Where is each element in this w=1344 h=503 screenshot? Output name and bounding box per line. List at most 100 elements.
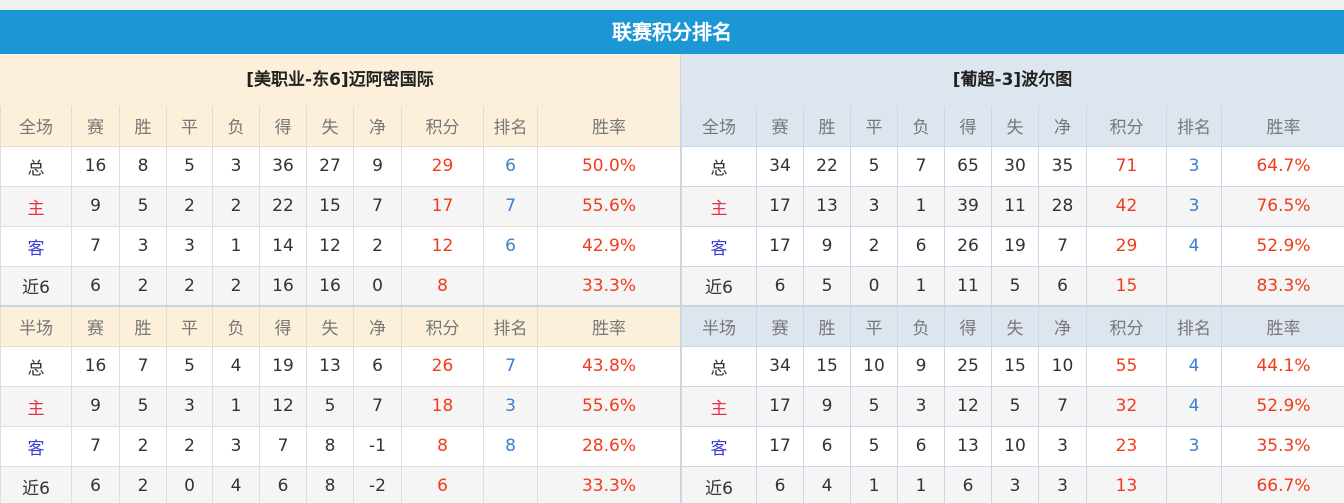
gf-cell: 65 [944,146,992,187]
table-row: 近6 6 2 2 2 16 16 0 8 33.3% [0,266,680,307]
draw-cell: 0 [166,466,213,503]
column-header: 胜 [119,305,167,347]
column-header: 积分 [401,305,484,347]
column-header: 得 [944,106,992,147]
column-header: 平 [166,106,213,147]
gd-cell: 7 [353,386,402,427]
pts-cell: 8 [401,266,484,307]
gf-cell: 19 [259,346,307,387]
loss-cell: 9 [897,346,945,387]
ga-cell: 5 [306,386,354,427]
gd-cell: 7 [1038,386,1087,427]
rk-cell: 4 [1166,346,1222,387]
column-header: 得 [259,305,307,347]
ga-cell: 5 [991,266,1039,307]
win-cell: 15 [803,346,851,387]
pts-cell: 29 [401,146,484,187]
gf-cell: 13 [944,426,992,467]
pts-cell: 32 [1086,386,1167,427]
pts-cell: 23 [1086,426,1167,467]
rk-cell: 7 [483,186,538,227]
gf-cell: 12 [944,386,992,427]
win-cell: 9 [803,226,851,267]
column-header: 失 [991,106,1039,147]
rate-cell: 66.7% [1221,466,1344,503]
rk-cell: 8 [483,426,538,467]
column-header: 净 [1038,106,1087,147]
gd-cell: 7 [1038,226,1087,267]
win-cell: 5 [119,186,167,227]
home-team-panel: [美职业-东6]迈阿密国际 全场赛胜平负得失净积分 排名 胜率总 16 8 5 3 36 27 9… [0,54,680,503]
games-cell: 6 [71,466,120,503]
column-header: 胜 [803,305,851,347]
column-header: 半场 [0,305,72,347]
draw-cell: 2 [166,186,213,227]
pts-cell: 42 [1086,186,1167,227]
gd-cell: -2 [353,466,402,503]
column-header: 积分 [1086,106,1167,147]
rk-cell: 6 [483,226,538,267]
column-header: 胜率 [1221,106,1344,147]
ga-cell: 30 [991,146,1039,187]
column-header: 平 [850,106,898,147]
gf-cell: 36 [259,146,307,187]
games-cell: 17 [756,186,804,227]
loss-cell: 7 [897,146,945,187]
games-cell: 7 [71,426,120,467]
rate-cell: 50.0% [537,146,680,187]
rate-cell: 43.8% [537,346,680,387]
games-cell: 16 [71,146,120,187]
label-cell: 总 [681,346,757,387]
gf-cell: 11 [944,266,992,307]
draw-cell: 3 [850,186,898,227]
loss-cell: 2 [212,266,260,307]
label-cell: 总 [0,146,72,187]
team-name: [美职业-东6]迈阿密国际 [0,54,680,106]
gf-cell: 25 [944,346,992,387]
label-cell: 总 [681,146,757,187]
table-row: 主 17 13 3 1 39 11 28 42 3 76.5% [681,186,1344,227]
games-cell: 6 [71,266,120,307]
draw-cell: 5 [850,426,898,467]
standings-widget: 联赛积分排名 [美职业-东6]迈阿密国际 全场赛胜平负得失净积分 排名 胜率总 16 8… [0,10,1344,503]
label-cell: 客 [681,426,757,467]
gf-cell: 6 [259,466,307,503]
table-row: 主 9 5 3 1 12 5 7 18 3 55.6% [0,386,680,427]
column-header: 排名 [483,106,538,147]
table-row: 总 34 22 5 7 65 30 35 71 3 64.7% [681,146,1344,187]
games-cell: 6 [756,466,804,503]
ga-cell: 15 [991,346,1039,387]
column-header: 赛 [71,106,120,147]
full-header-row: 全场赛胜平负得失净积分 排名 胜率 [681,106,1344,147]
ga-cell: 5 [991,386,1039,427]
gd-cell: -1 [353,426,402,467]
draw-cell: 1 [850,466,898,503]
win-cell: 9 [803,386,851,427]
table-row: 客 7 2 2 3 7 8 -1 8 8 28.6% [0,426,680,467]
column-header: 失 [306,106,354,147]
pts-cell: 26 [401,346,484,387]
label-cell: 近6 [0,466,72,503]
loss-cell: 1 [897,186,945,227]
rate-cell: 33.3% [537,266,680,307]
away-team-panel: [葡超-3]波尔图 全场赛胜平负得失净积分 排名 胜率总 34 22 5 7 65 30 35 71… [680,54,1344,503]
draw-cell: 5 [166,346,213,387]
rate-cell: 52.9% [1221,386,1344,427]
draw-cell: 2 [850,226,898,267]
table-row: 客 17 6 5 6 13 10 3 23 3 35.3% [681,426,1344,467]
gd-cell: 35 [1038,146,1087,187]
rk-cell: 3 [483,386,538,427]
column-header: 排名 [1166,106,1222,147]
rk-cell: 3 [1166,426,1222,467]
label-cell: 近6 [681,466,757,503]
rk-cell [1166,466,1222,503]
ga-cell: 27 [306,146,354,187]
column-header: 排名 [483,305,538,347]
gd-cell: 6 [1038,266,1087,307]
rk-cell: 3 [1166,146,1222,187]
team-name: [葡超-3]波尔图 [681,54,1344,106]
ga-cell: 16 [306,266,354,307]
table-row: 客 17 9 2 6 26 19 7 29 4 52.9% [681,226,1344,267]
win-cell: 3 [119,226,167,267]
loss-cell: 1 [897,466,945,503]
